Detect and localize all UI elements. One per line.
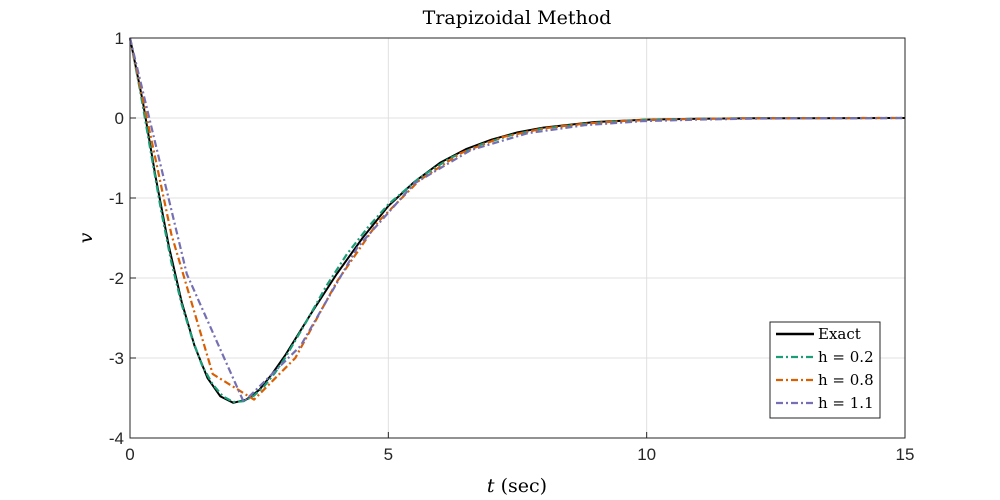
x-tick-label: 15	[896, 445, 915, 464]
y-axis-label: v	[75, 232, 97, 243]
y-tick-label: -4	[109, 429, 124, 448]
x-axis-label-var: t	[487, 475, 495, 497]
series-line-h-1-1	[128, 37, 906, 404]
x-axis-label: t (sec)	[487, 475, 547, 497]
y-tick-label: -2	[109, 269, 124, 288]
y-tick-labels: 1 0 -1 -2 -3 -4	[109, 29, 136, 448]
y-tick-label: -1	[109, 189, 124, 208]
series-line-h-0-8	[128, 37, 905, 401]
series-line-h-0-2	[128, 37, 906, 404]
legend-label: h = 0.2	[818, 348, 874, 366]
y-tick-label: 1	[115, 29, 124, 48]
legend-box	[769, 321, 881, 419]
x-tick-label: 10	[637, 445, 656, 464]
legend: Exact h = 0.2 h = 0.8 h = 1.1	[769, 321, 881, 419]
x-tick-labels: 0 5 10 15	[125, 432, 914, 464]
x-tick-label: 0	[125, 445, 134, 464]
x-axis-label-unit: (sec)	[495, 475, 548, 497]
x-tick-label: 5	[384, 445, 393, 464]
legend-label: h = 1.1	[818, 394, 874, 412]
series-layer	[128, 37, 906, 404]
plot-frame	[129, 37, 906, 439]
chart-title: Trapizoidal Method	[423, 7, 612, 29]
legend-label: h = 0.8	[818, 371, 874, 389]
y-tick-label: -3	[109, 349, 124, 368]
y-tick-label: 0	[115, 109, 124, 128]
legend-label: Exact	[818, 325, 861, 343]
